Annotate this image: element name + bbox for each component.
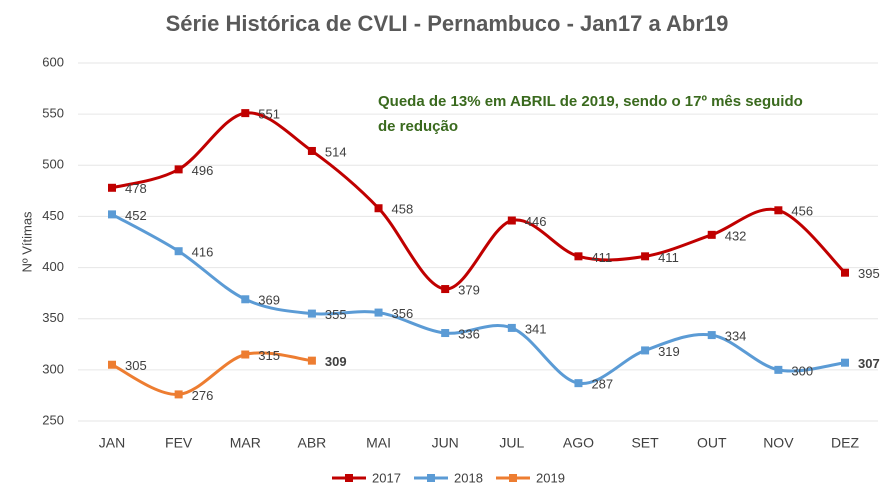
marker: [841, 358, 849, 367]
data-label: 355: [325, 307, 347, 322]
x-tick-label: JAN: [99, 435, 125, 451]
data-label: 341: [525, 321, 547, 336]
marker: [374, 204, 383, 213]
y-tick-label: 350: [42, 310, 64, 325]
x-tick-label: ABR: [298, 435, 327, 451]
marker: [641, 252, 650, 261]
data-label: 287: [591, 377, 613, 392]
legend-marker: [509, 474, 517, 482]
x-tick-label: FEV: [165, 435, 193, 451]
marker: [441, 285, 450, 294]
legend-marker: [345, 474, 353, 482]
x-tick-label: MAI: [366, 435, 391, 451]
data-label: 369: [258, 293, 280, 308]
marker: [241, 295, 250, 304]
data-label: 307: [858, 356, 880, 371]
y-tick-label: 450: [42, 208, 64, 223]
marker: [174, 165, 183, 174]
marker: [307, 356, 316, 365]
data-label: 309: [325, 354, 347, 369]
data-label: 514: [325, 144, 347, 159]
data-label: 456: [791, 204, 813, 219]
data-label: 411: [658, 250, 679, 265]
data-label: 334: [725, 329, 747, 344]
data-label: 416: [192, 245, 214, 260]
x-tick-label: DEZ: [831, 435, 859, 451]
data-label: 305: [125, 358, 147, 373]
y-tick-label: 550: [42, 106, 64, 121]
data-label: 379: [458, 282, 480, 297]
y-tick-label: 500: [42, 157, 64, 172]
x-tick-label: MAR: [230, 435, 261, 451]
data-label: 458: [392, 202, 414, 217]
data-label: 432: [725, 228, 747, 243]
series-line: [111, 351, 313, 396]
data-label: 452: [125, 208, 147, 223]
marker: [241, 109, 250, 118]
x-tick-label: JUN: [432, 435, 459, 451]
marker: [774, 365, 783, 374]
data-label: 496: [192, 163, 214, 178]
marker: [574, 379, 583, 388]
marker: [174, 390, 183, 399]
y-tick-label: 400: [42, 259, 64, 274]
chart-title: Série Histórica de CVLI - Pernambuco - J…: [166, 11, 729, 36]
annotation: de redução: [378, 118, 458, 135]
data-label: 395: [858, 266, 880, 281]
marker: [707, 331, 716, 340]
marker: [641, 346, 650, 355]
data-label: 356: [392, 306, 414, 321]
y-tick-label: 300: [42, 361, 64, 376]
marker: [108, 360, 116, 369]
x-tick-label: NOV: [763, 435, 794, 451]
annotation: Queda de 13% em ABRIL de 2019, sendo o 1…: [378, 93, 803, 110]
x-tick-label: AGO: [563, 435, 594, 451]
data-label: 411: [591, 250, 612, 265]
marker: [441, 329, 450, 338]
marker: [507, 323, 516, 332]
y-tick-label: 600: [42, 54, 64, 69]
legend-marker: [427, 474, 435, 482]
marker: [241, 350, 250, 359]
x-tick-label: OUT: [697, 435, 727, 451]
data-label: 478: [125, 181, 147, 196]
marker: [108, 183, 116, 192]
marker: [374, 308, 383, 317]
data-label: 551: [258, 107, 280, 122]
marker: [707, 230, 716, 239]
data-label: 300: [791, 363, 813, 378]
marker: [307, 309, 316, 318]
x-tick-label: JUL: [499, 435, 524, 451]
y-axis-label: Nº Vítimas: [19, 211, 34, 273]
y-tick-label: 250: [42, 412, 64, 427]
data-label: 276: [192, 388, 214, 403]
x-tick-label: SET: [631, 435, 659, 451]
marker: [108, 210, 116, 219]
marker: [307, 146, 316, 155]
data-label: 319: [658, 344, 680, 359]
marker: [774, 206, 783, 215]
legend-label: 2019: [536, 470, 565, 485]
data-label: 315: [258, 348, 280, 363]
legend-label: 2018: [454, 470, 483, 485]
marker: [174, 247, 183, 256]
data-label: 336: [458, 326, 480, 341]
legend-label: 2017: [372, 470, 401, 485]
marker: [574, 252, 583, 261]
marker: [507, 216, 516, 225]
data-label: 446: [525, 214, 547, 229]
marker: [841, 268, 849, 277]
